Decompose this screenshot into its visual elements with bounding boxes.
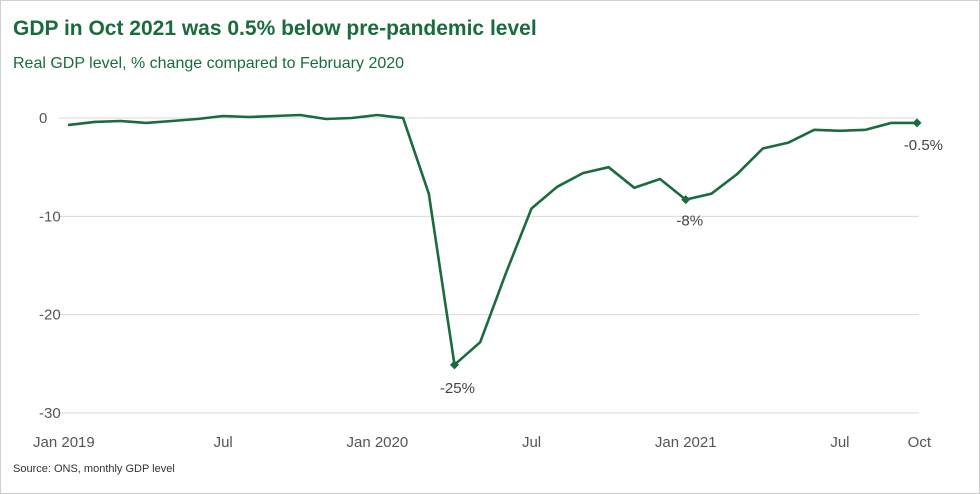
data-point-marker <box>681 195 691 205</box>
data-label: -8% <box>676 213 703 230</box>
x-axis-ticks: Jan 2019 Jul Jan 2020 Jul Jan 2021 Jul Oct <box>33 434 932 451</box>
y-tick-label: -30 <box>39 405 61 422</box>
data-point-marker <box>449 360 459 370</box>
y-tick-label: -10 <box>39 208 61 225</box>
chart-title: GDP in Oct 2021 was 0.5% below pre-pande… <box>13 17 537 40</box>
chart-subtitle: Real GDP level, % change compared to Feb… <box>13 55 405 72</box>
x-tick-label: Jan 2021 <box>655 434 717 451</box>
data-label: -0.5% <box>904 137 943 154</box>
y-tick-label: 0 <box>39 110 47 127</box>
gridlines <box>59 117 919 414</box>
y-tick-label: -20 <box>39 307 61 324</box>
series-line <box>67 113 919 367</box>
marker-layer: -25% -8% -0.5% <box>440 118 943 397</box>
source-note: Source: ONS, monthly GDP level <box>13 463 175 475</box>
series-layer <box>67 113 919 367</box>
x-tick-label: Jan 2019 <box>33 434 95 451</box>
data-point-marker <box>912 118 922 128</box>
x-tick-label: Jul <box>214 434 233 451</box>
data-label: -25% <box>440 380 475 397</box>
x-tick-label: Jan 2020 <box>346 434 408 451</box>
x-tick-label: Oct <box>908 434 932 451</box>
x-tick-label: Jul <box>522 434 541 451</box>
y-axis-ticks: 0 -10 -20 -30 <box>39 110 61 422</box>
x-tick-label: Jul <box>830 434 849 451</box>
